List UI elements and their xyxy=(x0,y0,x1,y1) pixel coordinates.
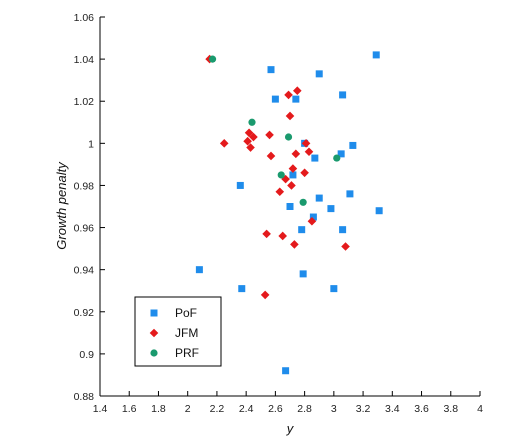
pof-point xyxy=(315,70,323,78)
pof-point xyxy=(327,205,335,213)
jfm-point xyxy=(246,143,255,152)
jfm-point xyxy=(287,181,296,190)
pof-point xyxy=(339,226,347,234)
legend-item-jfm: JFM xyxy=(149,326,198,340)
pof-point xyxy=(286,203,294,210)
x-tick-label: 2.2 xyxy=(210,403,225,415)
pof-point xyxy=(292,95,300,103)
jfm-point xyxy=(300,168,309,178)
prf-point xyxy=(248,118,256,126)
x-tick-label: 2 xyxy=(185,403,191,415)
series-pof xyxy=(195,51,383,375)
y-tick-label: 0.92 xyxy=(74,307,95,319)
jfm-point xyxy=(262,229,271,239)
x-tick-label: 3.6 xyxy=(414,403,429,415)
x-tick-label: 3 xyxy=(331,403,337,415)
jfm-point xyxy=(290,240,299,249)
pof-point xyxy=(267,66,275,74)
legend-box xyxy=(134,296,222,367)
pof-point xyxy=(298,226,306,234)
jfm-point xyxy=(288,164,298,173)
axes xyxy=(99,17,480,397)
prf-point xyxy=(277,171,285,179)
y-tick-label: 0.98 xyxy=(74,180,95,192)
x-axis-label: y xyxy=(286,421,295,436)
pof-point xyxy=(372,51,380,59)
pof-point xyxy=(195,266,203,274)
y-ticks: 0.88 0.9 0.92 0.94 0.96 0.98 1 1.02 1.04 1.06 xyxy=(74,12,105,403)
pof-point xyxy=(346,190,354,198)
jfm-point xyxy=(285,111,295,121)
x-tick-label: 3.4 xyxy=(385,403,400,415)
pof-point xyxy=(375,207,383,215)
legend: PoF JFM PRF xyxy=(134,296,222,367)
jfm-point xyxy=(291,149,301,159)
jfm-point xyxy=(260,290,270,300)
legend-marker-prf xyxy=(150,349,158,357)
jfm-point xyxy=(265,130,274,140)
x-tick-label: 1.8 xyxy=(151,403,166,415)
jfm-point xyxy=(284,90,293,100)
pof-point xyxy=(282,367,290,375)
legend-label-pof: PoF xyxy=(175,306,197,320)
y-tick-label: 1.04 xyxy=(74,54,95,66)
jfm-point xyxy=(243,136,252,146)
legend-marker-jfm xyxy=(149,328,159,338)
jfm-point xyxy=(278,231,287,241)
legend-item-pof: PoF xyxy=(150,306,197,320)
jfm-point xyxy=(275,187,285,197)
pof-point xyxy=(349,141,357,149)
x-ticks: 1.4 1.6 1.8 2 2.2 2.4 2.6 2.8 3 3.2 3.4 3.6 3.8 4 xyxy=(93,391,483,415)
x-tick-label: 2.4 xyxy=(239,403,254,415)
x-tick-label: 3.2 xyxy=(356,403,371,415)
jfm-point xyxy=(293,86,302,95)
jfm-point xyxy=(341,242,350,251)
pof-point xyxy=(299,270,307,278)
prf-point xyxy=(299,198,307,206)
series-jfm xyxy=(205,54,350,300)
pof-point xyxy=(315,194,323,202)
jfm-point xyxy=(304,147,314,157)
jfm-point xyxy=(219,139,229,148)
jfm-point xyxy=(249,132,258,142)
pof-point xyxy=(289,171,297,179)
legend-label-jfm: JFM xyxy=(175,326,198,340)
data-points xyxy=(195,51,383,375)
jfm-point xyxy=(301,139,311,148)
jfm-point xyxy=(266,151,276,161)
legend-item-prf: PRF xyxy=(150,346,199,360)
jfm-point xyxy=(244,128,254,138)
pof-point xyxy=(339,91,347,99)
y-tick-label: 1 xyxy=(88,138,94,150)
x-tick-label: 4 xyxy=(477,403,483,415)
pof-point xyxy=(271,95,279,103)
jfm-point xyxy=(307,216,317,226)
y-tick-label: 1.06 xyxy=(74,12,95,24)
x-tick-label: 1.6 xyxy=(122,403,137,415)
legend-label-prf: PRF xyxy=(175,346,199,360)
prf-point xyxy=(333,154,341,162)
y-tick-label: 0.88 xyxy=(74,391,95,403)
x-tick-label: 3.8 xyxy=(443,403,458,415)
pof-point xyxy=(330,285,338,293)
y-tick-label: 1.02 xyxy=(74,96,95,108)
series-prf xyxy=(208,55,341,206)
pof-point xyxy=(337,150,345,158)
pof-point xyxy=(309,213,317,221)
prf-point xyxy=(284,133,293,141)
pof-point xyxy=(236,181,244,189)
y-tick-label: 0.96 xyxy=(74,223,95,235)
prf-point xyxy=(208,55,217,63)
x-tick-label: 2.6 xyxy=(268,403,283,415)
x-tick-label: 2.8 xyxy=(297,403,312,415)
x-tick-label: 1.4 xyxy=(93,403,108,415)
y-axis-label: Growth penalty xyxy=(54,161,69,250)
y-tick-label: 0.9 xyxy=(79,349,94,361)
y-tick-label: 0.94 xyxy=(74,265,95,277)
pof-point xyxy=(311,154,319,162)
pof-point xyxy=(238,285,246,293)
legend-marker-pof xyxy=(150,309,158,317)
